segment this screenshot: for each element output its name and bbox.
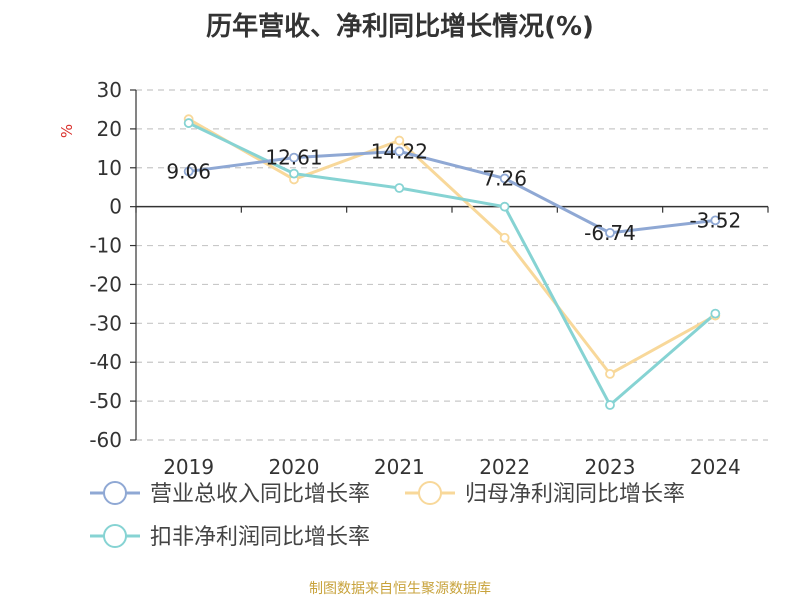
data-point [605,400,615,410]
data-point [394,146,405,157]
data-point [394,135,405,146]
y-axis-label: % [58,124,76,138]
data-point [605,227,615,238]
x-tick-label: 2019 [163,455,214,479]
x-tick-label: 2021 [374,455,425,479]
data-point [499,232,510,243]
chart-title: 历年营收、净利同比增长情况(%) [206,12,594,42]
data-label: -3.52 [689,208,741,232]
series-line [188,149,716,235]
data-point [710,308,721,319]
y-tick-label: -60 [89,428,122,452]
series-lines [187,117,717,407]
y-tick-label: 0 [109,195,122,219]
axes: 30 20 10 0 -10 -20 -30 -40 -50 -60 2019 2020 2021 202… [89,78,769,479]
y-tick-label: -30 [89,311,122,335]
x-tick-label: 2022 [479,455,530,479]
data-point [710,215,721,226]
series-line [188,121,717,407]
legend-marker [418,481,442,505]
y-tick-label: -10 [89,234,122,258]
y-tick-label: -50 [89,389,122,413]
x-tick-label: 2020 [269,455,320,479]
data-label: 12.61 [265,146,322,170]
source-note: 制图数据来自恒生聚源数据库 [309,581,491,597]
legend-marker [103,481,127,505]
x-tick-label: 2024 [690,455,741,479]
x-tick-label: 2023 [585,455,636,479]
y-tick-label: 10 [97,156,122,180]
legend-marker [103,524,127,548]
data-label: 14.22 [371,139,428,163]
data-point [499,201,510,212]
data-point [394,183,405,193]
data-point [183,166,194,177]
data-label: 7.26 [482,166,527,190]
data-labels: 9.06 12.61 14.22 7.26 -6.74 -3.52 [166,139,741,245]
data-point [499,173,510,184]
data-point [605,368,615,379]
data-point [289,152,299,163]
y-tick-label: -20 [89,272,122,296]
data-point [289,168,299,179]
legend-label: 营业总收入同比增长率 [150,482,370,507]
series-line [187,117,717,376]
legend-label: 归母净利润同比增长率 [465,482,685,507]
data-label: 9.06 [166,159,211,183]
data-label: -6.74 [584,221,636,245]
y-tick-label: 30 [97,78,122,102]
y-tick-label: 20 [97,117,122,141]
legend-item[interactable]: 归母净利润同比增长率 [405,481,685,507]
y-tick-label: -40 [89,350,122,374]
series-points [183,114,721,410]
legend-item[interactable]: 营业总收入同比增长率 [90,481,370,507]
legend-label: 扣非净利润同比增长率 [150,525,370,550]
legend-item[interactable]: 扣非净利润同比增长率 [90,524,370,550]
data-point [183,118,194,128]
